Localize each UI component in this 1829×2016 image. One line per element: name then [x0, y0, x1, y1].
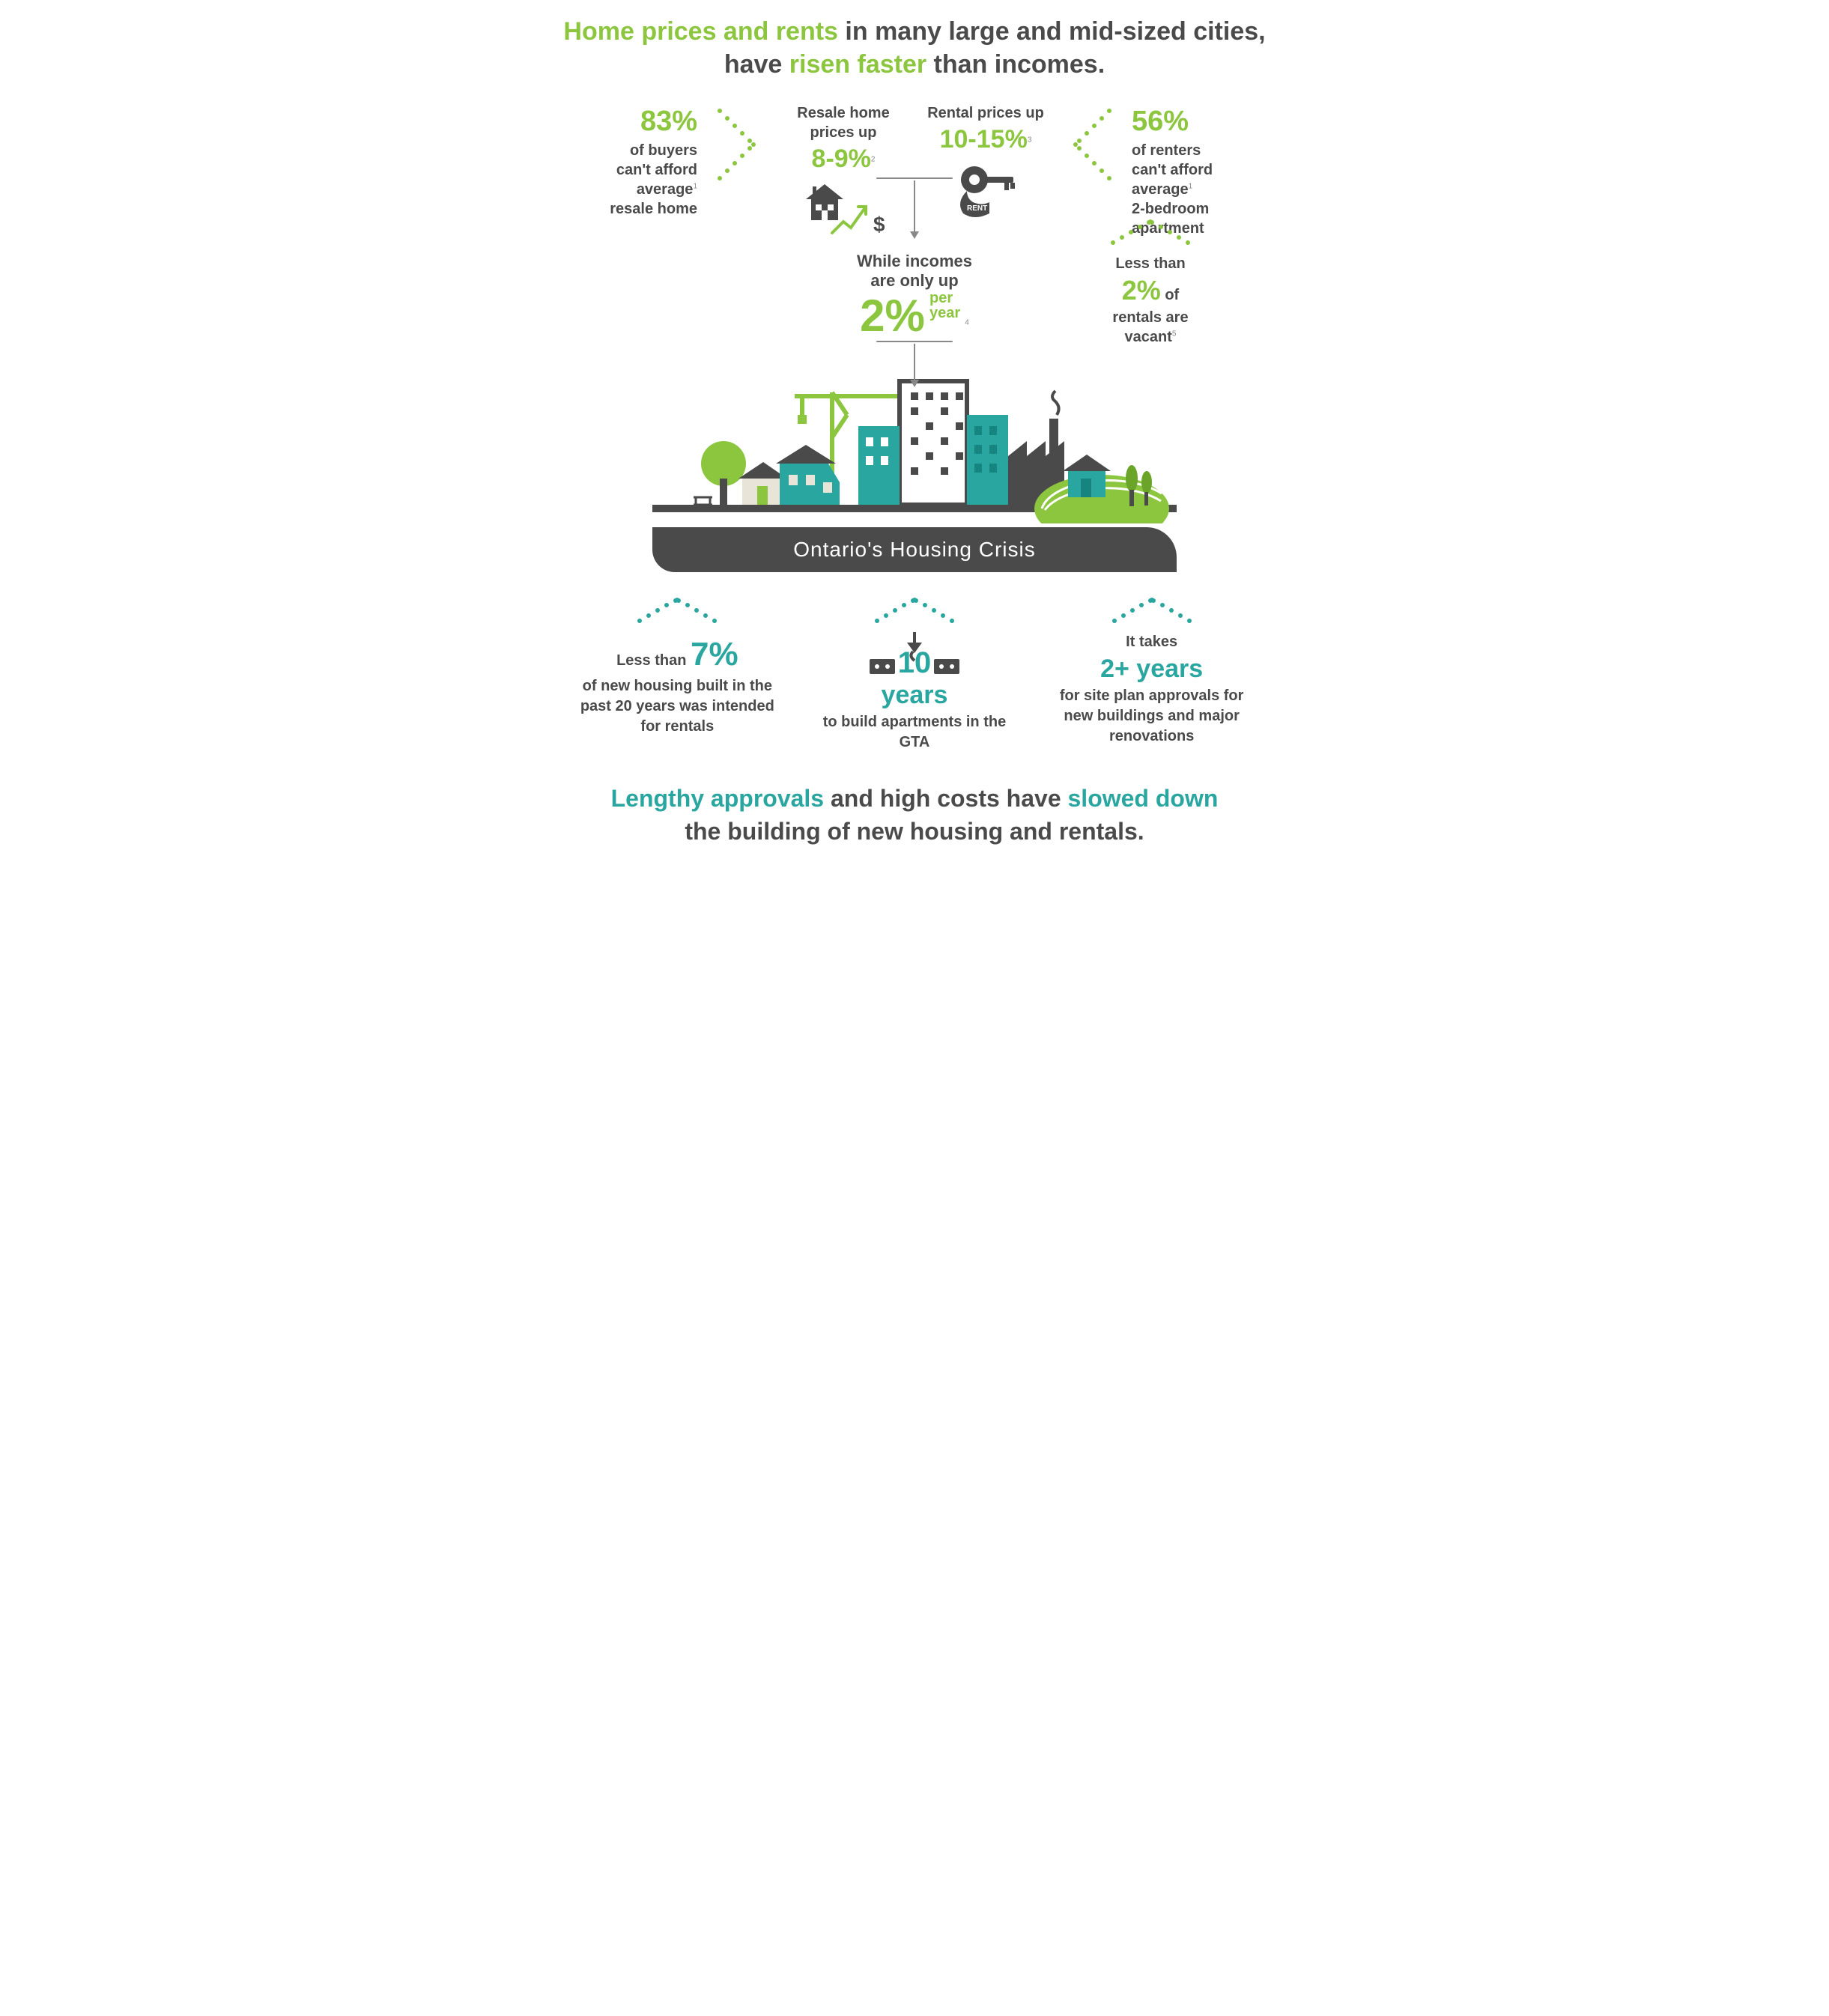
rental-title: Rental prices up [922, 103, 1049, 123]
renters-pct: 56% [1132, 103, 1259, 140]
incomes-per: peryear [929, 291, 960, 321]
infographic: Home prices and rents in many large and … [551, 0, 1278, 878]
foot-em1: Lengthy approvals [611, 785, 825, 812]
crane-hook-icon: 10 [855, 632, 974, 677]
vacant-sup: 5 [1172, 330, 1177, 338]
chevron-left-icon [1064, 103, 1117, 186]
vacant-l1: Less than [1076, 254, 1225, 273]
resale-sup: 2 [871, 156, 876, 164]
vacant-l4: vacant [1125, 329, 1172, 345]
bottom-stat-1: Less than 7% of new housing built in the… [572, 595, 782, 753]
svg-text:10: 10 [898, 646, 932, 677]
city-illustration: Ontario's Housing Crisis [652, 374, 1177, 572]
footer-headline: Lengthy approvals and high costs have sl… [559, 783, 1270, 847]
buyers-l1: of buyers [630, 142, 697, 159]
rental-sup: 3 [1028, 136, 1032, 145]
b1-pre: Less than [616, 652, 691, 669]
headline: Home prices and rents in many large and … [559, 15, 1270, 81]
incomes-sup: 4 [965, 318, 969, 327]
chevron-up-teal-icon [632, 595, 722, 625]
vacant-pct: 2% [1122, 275, 1161, 306]
bottom-stats-row: Less than 7% of new housing built in the… [559, 595, 1270, 753]
chevron-up-icon [1105, 216, 1195, 246]
bottom-stat-2: 10 years to build apartments in the GTA [810, 595, 1019, 753]
b3-num: 2+ years [1047, 652, 1257, 687]
bottom-stat-3: It takes 2+ years for site plan approval… [1047, 595, 1257, 753]
renters-l2: can't afford [1132, 162, 1213, 178]
b3-pre: It takes [1047, 632, 1257, 652]
foot-t2: and high costs have [824, 785, 1067, 812]
banner-title: Ontario's Housing Crisis [652, 527, 1177, 572]
down-arrow-icon [914, 344, 915, 381]
foot-t4: the building of new housing and rentals. [685, 818, 1144, 845]
foot-em2: slowed down [1068, 785, 1219, 812]
renters-l1: of renters [1132, 142, 1201, 159]
b3-rest: for site plan approvals for new building… [1060, 687, 1244, 744]
chevron-up-teal-icon [1107, 595, 1197, 625]
skyline-icon [652, 374, 1177, 523]
headline-em2: risen faster [789, 50, 926, 79]
resale-title: Resale home prices up [780, 103, 907, 142]
b2-rest: to build apartments in the GTA [823, 714, 1006, 750]
incomes-pct: 2% [860, 291, 925, 341]
b2-unit: years [810, 678, 1019, 713]
buyers-l2: can't afford [616, 162, 697, 178]
vacant-l3: rentals are [1076, 308, 1225, 327]
b1-pct: 7% [691, 636, 738, 672]
headline-em1: Home prices and rents [563, 17, 838, 46]
rental-pct: 10-15% [940, 125, 1028, 154]
buyers-pct: 83% [570, 103, 697, 140]
t-connector-icon [914, 180, 915, 233]
resale-pct: 8-9% [812, 145, 871, 173]
headline-t4: than incomes. [926, 50, 1105, 79]
vacant-l2: of [1165, 287, 1179, 303]
b1-rest: of new housing built in the past 20 year… [580, 678, 774, 735]
chevron-up-teal-icon [870, 595, 959, 625]
chevron-right-icon [712, 103, 765, 186]
